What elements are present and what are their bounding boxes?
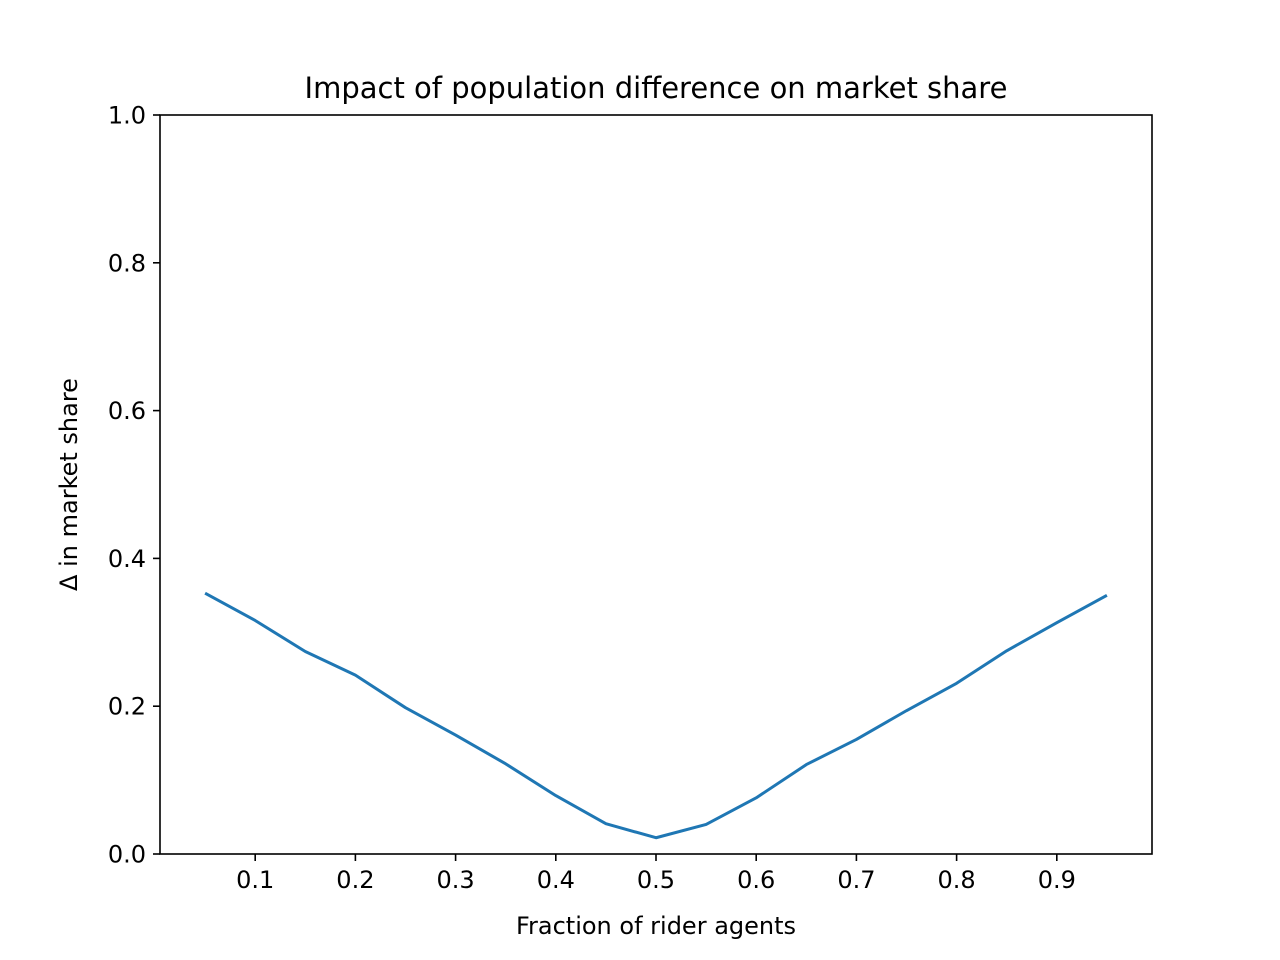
y-tick-label: 0.6	[108, 397, 146, 425]
chart-title: Impact of population difference on marke…	[305, 71, 1008, 105]
plot-area	[160, 115, 1152, 854]
x-tick-label: 0.1	[236, 866, 274, 894]
y-tick-label: 1.0	[108, 102, 146, 130]
y-tick-label: 0.0	[108, 841, 146, 869]
y-tick-label: 0.8	[108, 249, 146, 277]
x-tick-label: 0.8	[938, 866, 976, 894]
series-line-1	[204, 591, 1108, 840]
x-axis-label: Fraction of rider agents	[516, 912, 796, 940]
y-tick-label: 0.2	[108, 693, 146, 721]
y-tick-label: 0.4	[108, 545, 146, 573]
x-tick-label: 0.3	[437, 866, 475, 894]
y-axis-label: Δ in market share	[55, 378, 83, 591]
x-axis-ticks: 0.1 0.2 0.3 0.4 0.5 0.6 0.7 0.8 0.9	[236, 854, 1076, 894]
x-tick-label: 0.6	[737, 866, 775, 894]
x-tick-label: 0.4	[537, 866, 575, 894]
x-tick-label: 0.5	[637, 866, 675, 894]
x-tick-label: 0.2	[336, 866, 374, 894]
x-tick-label: 0.7	[837, 866, 875, 894]
series-layer	[204, 591, 1108, 840]
x-tick-label: 0.9	[1038, 866, 1076, 894]
y-axis-ticks: 0.0 0.2 0.4 0.6 0.8 1.0	[108, 102, 160, 869]
